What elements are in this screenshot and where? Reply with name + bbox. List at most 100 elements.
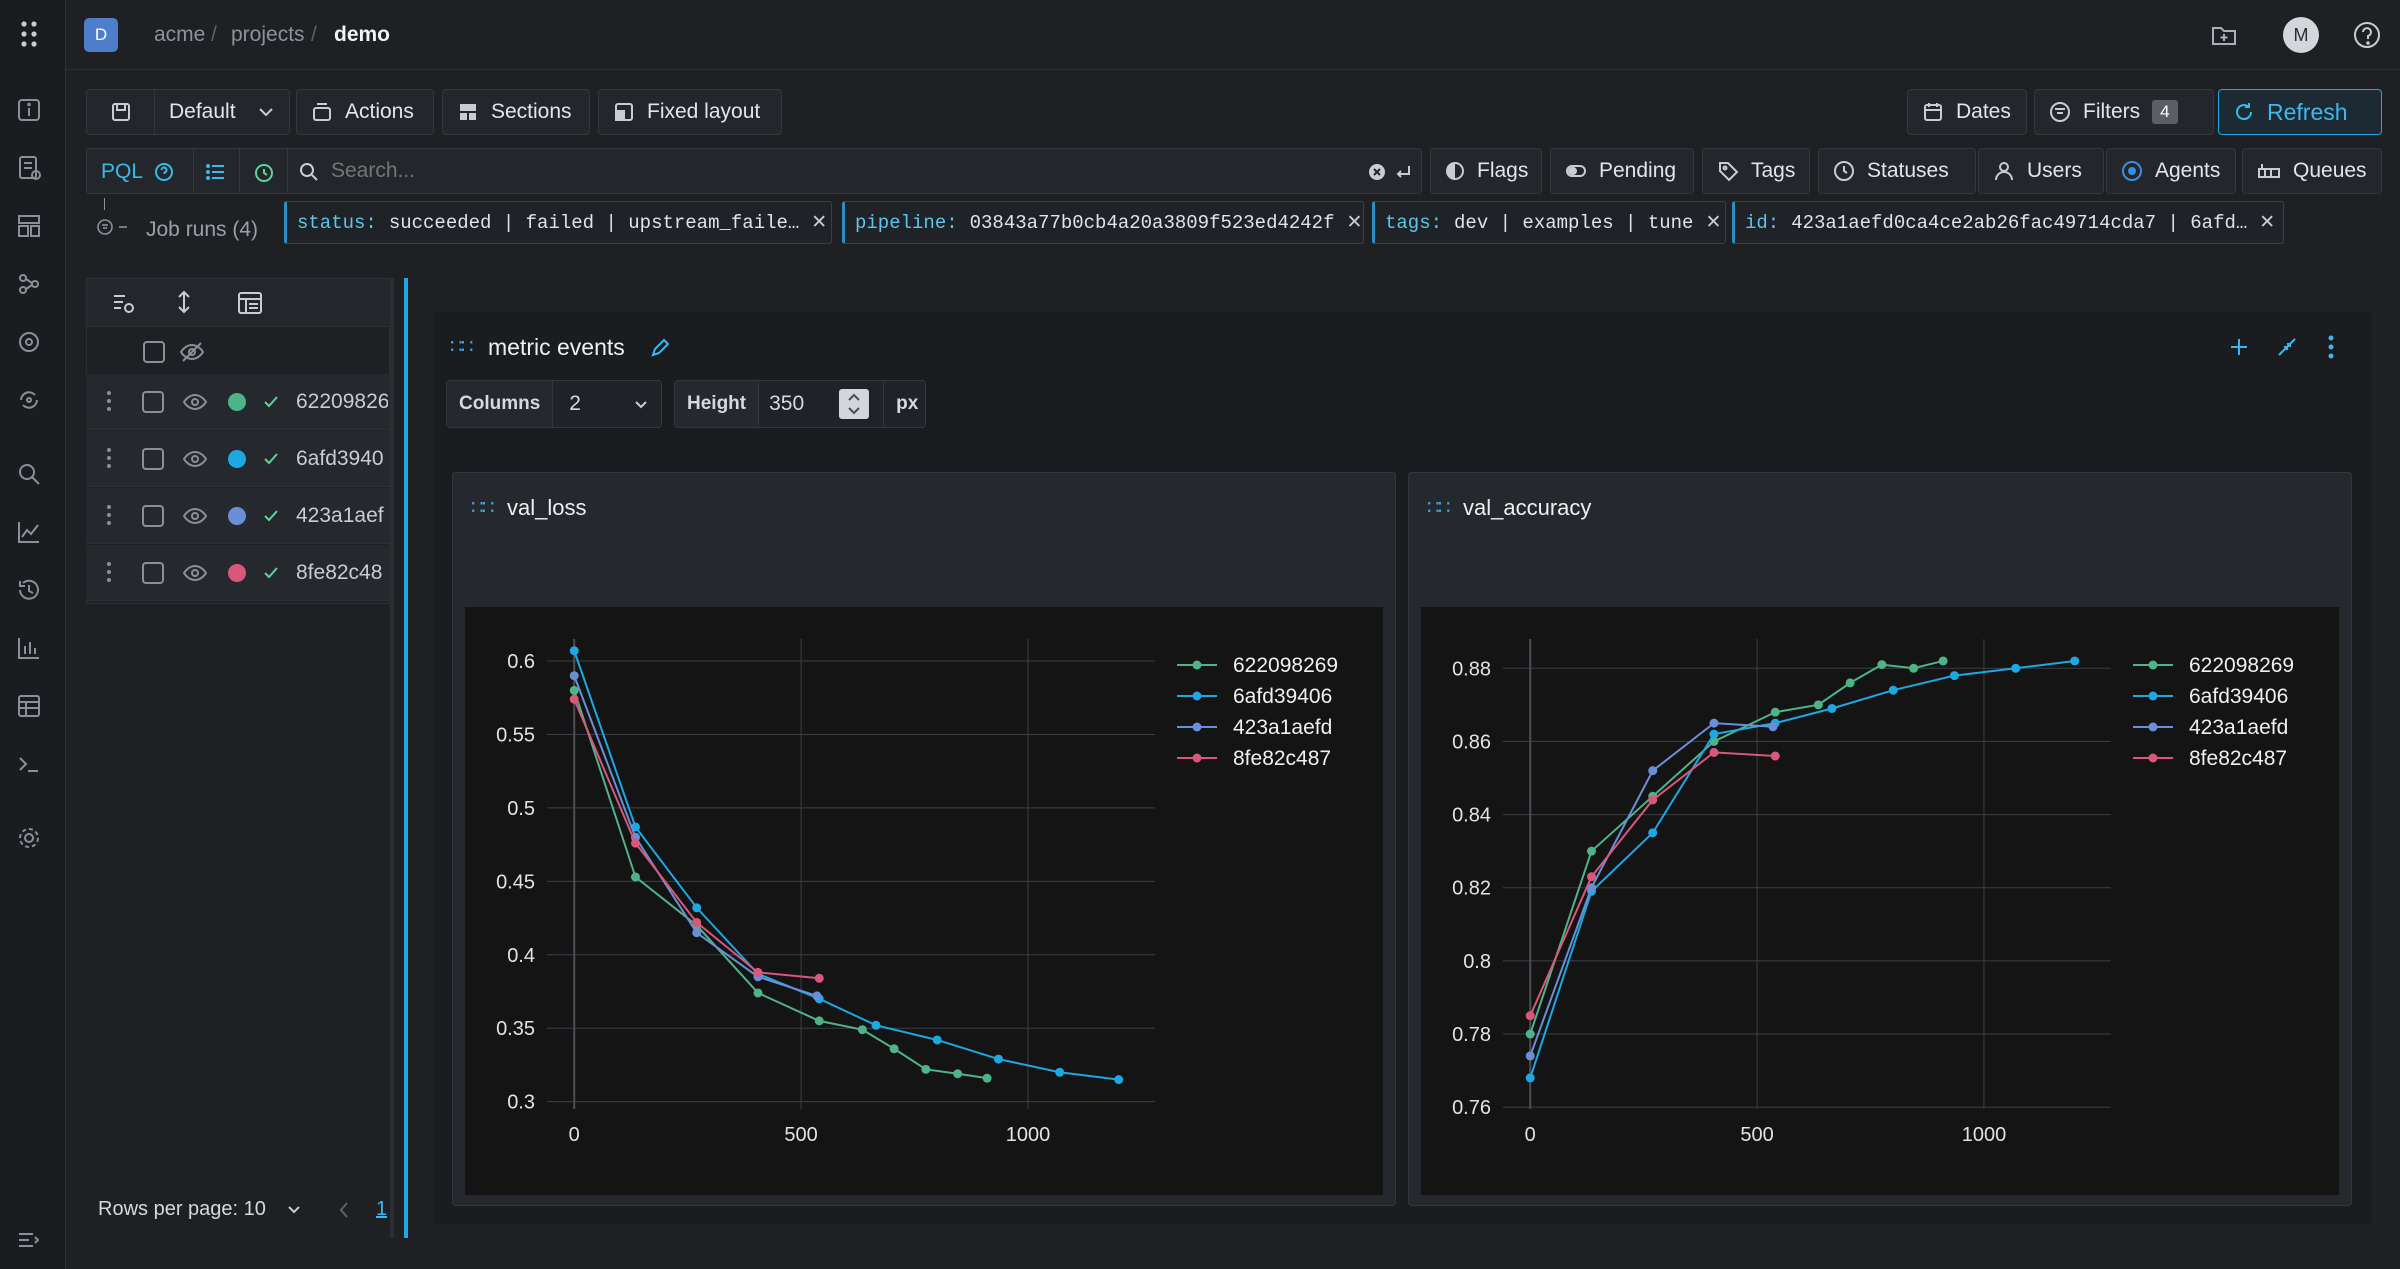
info-icon[interactable]: [15, 96, 43, 124]
data-point[interactable]: [1770, 751, 1780, 761]
run-name[interactable]: 6afd3940: [296, 447, 384, 470]
data-point[interactable]: [1114, 1075, 1124, 1085]
data-point[interactable]: [692, 917, 702, 927]
data-point[interactable]: [932, 1035, 942, 1045]
columns-select[interactable]: 2: [569, 392, 581, 415]
data-point[interactable]: [692, 903, 702, 913]
run-name[interactable]: 62209826: [296, 390, 388, 413]
folder-icon[interactable]: [2210, 22, 2238, 48]
data-point[interactable]: [753, 988, 763, 998]
runs-icon[interactable]: [15, 154, 43, 182]
data-point[interactable]: [1525, 1073, 1535, 1083]
table-row[interactable]: 6afd3940: [86, 431, 390, 487]
data-point[interactable]: [814, 1016, 824, 1026]
legend-item[interactable]: 8fe82c487: [2189, 747, 2287, 770]
data-point[interactable]: [630, 872, 640, 882]
history-icon[interactable]: [15, 576, 43, 604]
drag-handle-icon[interactable]: ∷∷: [450, 336, 473, 358]
data-point[interactable]: [753, 967, 763, 977]
chevron-down-icon[interactable]: [286, 1202, 302, 1218]
close-icon[interactable]: ✕: [1705, 212, 1722, 233]
data-point[interactable]: [1827, 703, 1837, 713]
more-options-icon[interactable]: [2326, 334, 2336, 360]
data-point[interactable]: [1525, 1029, 1535, 1039]
data-point[interactable]: [1938, 656, 1948, 666]
agents-icon[interactable]: [15, 328, 43, 356]
data-point[interactable]: [1709, 718, 1719, 728]
close-icon[interactable]: ✕: [1346, 212, 1363, 233]
page-number[interactable]: 1: [376, 1198, 388, 1220]
table-row[interactable]: 423a1aef: [86, 488, 390, 544]
filter-chip-tags[interactable]: tags: dev | examples | tune ✕: [1372, 201, 1726, 244]
data-point[interactable]: [1877, 660, 1887, 670]
table-row[interactable]: 8fe82c48: [86, 545, 390, 601]
tab-tags[interactable]: Tags: [1702, 148, 1810, 194]
legend-item[interactable]: 622098269: [2189, 654, 2294, 677]
run-name[interactable]: 8fe82c48: [296, 561, 383, 584]
data-point[interactable]: [569, 694, 579, 704]
columns-icon[interactable]: [237, 291, 263, 315]
data-point[interactable]: [1770, 707, 1780, 717]
tab-users[interactable]: Users: [1978, 148, 2104, 194]
eye-off-icon[interactable]: [179, 340, 205, 364]
data-point[interactable]: [1845, 678, 1855, 688]
data-point[interactable]: [692, 928, 702, 938]
breadcrumb-org[interactable]: acme: [154, 23, 206, 46]
data-point[interactable]: [1709, 747, 1719, 757]
run-name[interactable]: 423a1aef: [296, 504, 384, 527]
row-checkbox[interactable]: [142, 562, 164, 584]
data-point[interactable]: [630, 838, 640, 848]
clear-search-icon[interactable]: [1367, 162, 1387, 182]
drag-handle-icon[interactable]: [106, 390, 112, 412]
data-point[interactable]: [569, 685, 579, 695]
data-point[interactable]: [1648, 828, 1658, 838]
data-point[interactable]: [1586, 846, 1596, 856]
list-icon[interactable]: [205, 161, 227, 183]
drag-handle-icon[interactable]: ∷∷: [1427, 497, 1450, 519]
eye-icon[interactable]: [182, 562, 208, 584]
legend-item[interactable]: 622098269: [1233, 654, 1338, 677]
view-preset-select[interactable]: Default: [154, 89, 290, 135]
data-point[interactable]: [1055, 1067, 1065, 1077]
data-point[interactable]: [1949, 671, 1959, 681]
dashboard-icon[interactable]: [15, 212, 43, 240]
data-point[interactable]: [1813, 700, 1823, 710]
val-accuracy-chart[interactable]: 0.76 0.78 0.8 0.82 0.84 0.86 0.88 0 500 1000 62209…: [1421, 607, 2339, 1195]
sort-icon[interactable]: [173, 289, 195, 315]
row-checkbox[interactable]: [142, 448, 164, 470]
height-stepper[interactable]: [839, 389, 870, 419]
data-point[interactable]: [1709, 729, 1719, 739]
data-point[interactable]: [889, 1044, 899, 1054]
data-point[interactable]: [993, 1054, 1003, 1064]
user-avatar[interactable]: M: [2283, 17, 2319, 53]
resize-handle[interactable]: [404, 278, 408, 1238]
data-point[interactable]: [1888, 685, 1898, 695]
table-row[interactable]: 62209826: [86, 374, 390, 430]
tab-pending[interactable]: Pending: [1550, 148, 1694, 194]
tab-agents[interactable]: Agents: [2106, 148, 2236, 194]
legend-item[interactable]: 6afd39406: [1233, 685, 1332, 708]
terminal-icon[interactable]: [15, 750, 43, 778]
help-icon[interactable]: [2352, 20, 2382, 50]
legend-item[interactable]: 6afd39406: [2189, 685, 2288, 708]
tab-statuses[interactable]: Statuses: [1818, 148, 1976, 194]
eye-icon[interactable]: [182, 505, 208, 527]
org-avatar[interactable]: D: [84, 18, 118, 52]
filter-chip-status[interactable]: status: succeeded | failed | upstream_fai…: [284, 201, 832, 244]
legend-item[interactable]: 423a1aefd: [1233, 716, 1332, 739]
fixed-layout-button[interactable]: Fixed layout: [598, 89, 782, 135]
height-input[interactable]: 350: [769, 392, 805, 415]
data-point[interactable]: [569, 671, 579, 681]
close-icon[interactable]: ✕: [811, 212, 828, 233]
prev-page-icon[interactable]: [336, 1200, 352, 1220]
refresh-button[interactable]: Refresh: [2218, 89, 2382, 135]
table-icon[interactable]: [15, 692, 43, 720]
eye-icon[interactable]: [182, 391, 208, 413]
collapse-icon[interactable]: [2276, 336, 2298, 358]
settings-icon[interactable]: [15, 824, 43, 852]
data-point[interactable]: [812, 991, 822, 1001]
data-point[interactable]: [1648, 766, 1658, 776]
drag-handle-icon[interactable]: ∷∷: [471, 497, 494, 519]
data-point[interactable]: [1586, 872, 1596, 882]
filter-toggle-icon[interactable]: [96, 218, 136, 238]
